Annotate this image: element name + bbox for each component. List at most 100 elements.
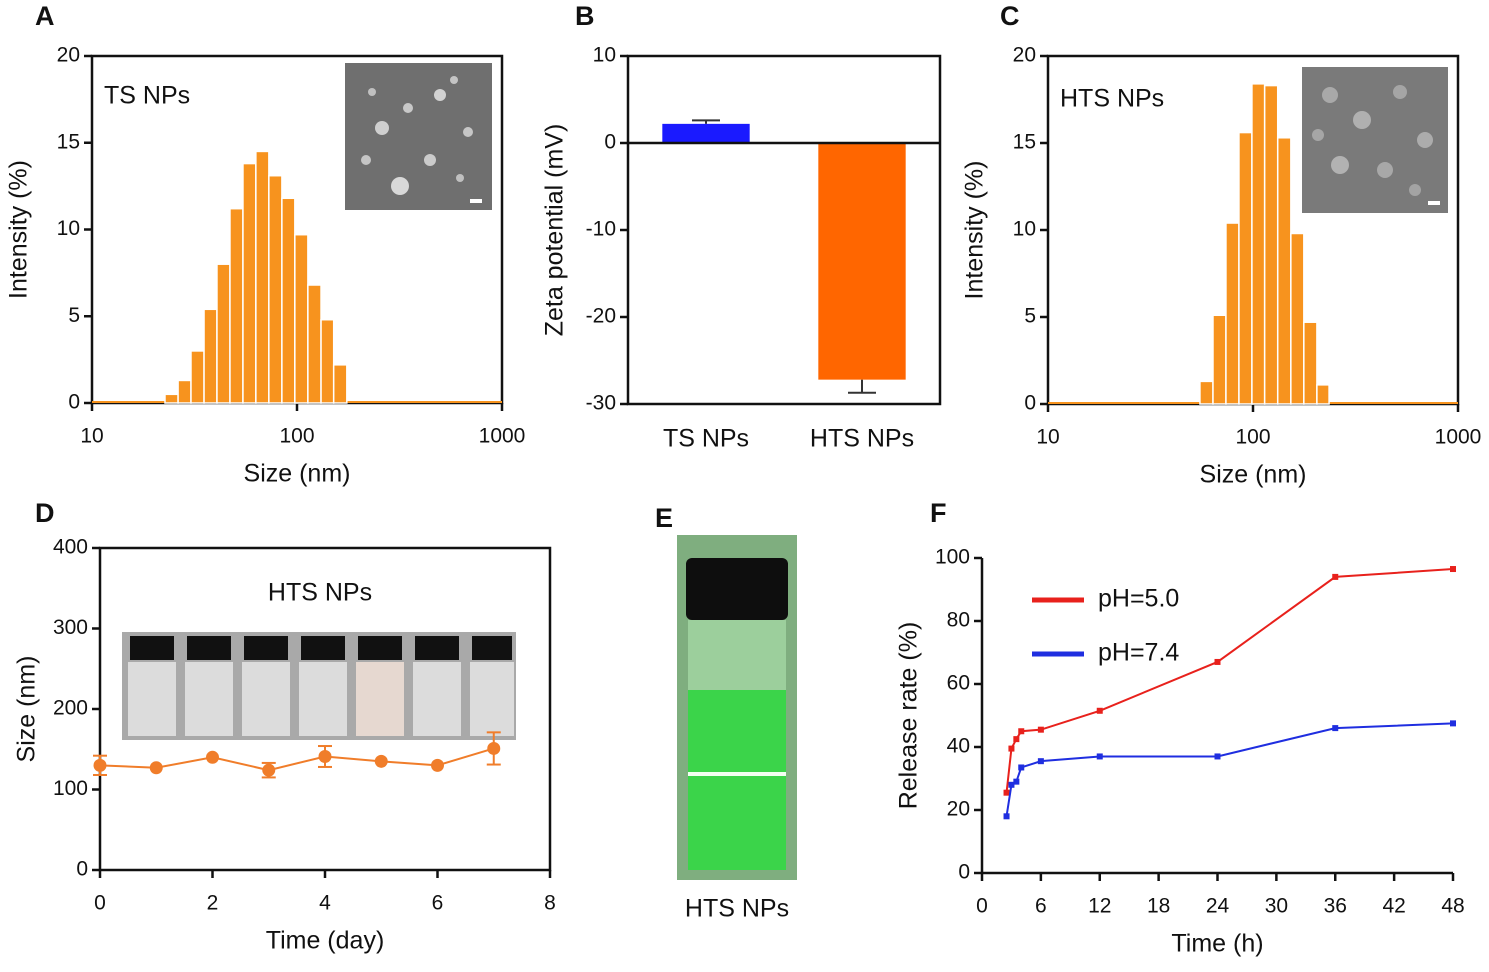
histogram-bar: [1251, 83, 1266, 405]
x-tick-label: 4: [319, 892, 331, 915]
vial-photo-e: [677, 535, 797, 880]
y-tick-label: 10: [1013, 218, 1036, 241]
point: [1214, 753, 1221, 760]
histogram-bar: [255, 150, 270, 404]
y-tick-label: 100: [935, 546, 970, 569]
y-axis-title: Release rate (%): [895, 622, 923, 810]
x-tick-label: 0: [976, 895, 988, 918]
histogram-bar: [281, 197, 296, 404]
y-axis-title: Size (nm): [13, 656, 41, 763]
bar: [818, 143, 906, 380]
x-axis-title: Time (day): [266, 927, 385, 955]
histogram-bar: [294, 233, 309, 404]
panel-label: B: [575, 1, 595, 31]
point: [318, 749, 332, 763]
x-tick-label: HTS NPs: [810, 425, 914, 453]
point: [206, 750, 219, 764]
histogram-bar: [164, 393, 179, 404]
histogram-bar: [268, 174, 283, 404]
y-tick-label: 400: [53, 536, 88, 559]
y-tick-label: 20: [1013, 44, 1036, 67]
y-tick-label: -20: [586, 305, 616, 328]
point: [1037, 758, 1044, 765]
legend-label: pH=5.0: [1098, 585, 1179, 613]
vial-photo-d: [122, 632, 516, 740]
tem-inset-a: [345, 63, 492, 210]
histogram-bar: [1263, 84, 1279, 405]
x-tick-label: 8: [544, 892, 556, 915]
y-axis-title: Intensity (%): [5, 160, 33, 299]
y-tick-label: 100: [53, 777, 88, 800]
y-tick-label: 15: [1013, 131, 1036, 154]
point: [1003, 813, 1010, 820]
y-tick-label: 0: [1024, 392, 1036, 415]
y-tick-label: 0: [958, 861, 970, 884]
point: [1008, 745, 1015, 752]
y-tick-label: 20: [57, 44, 80, 67]
x-tick-label: 2: [207, 892, 219, 915]
y-tick-label: 300: [53, 616, 88, 639]
x-tick-label: 1000: [1435, 426, 1482, 449]
point: [149, 761, 163, 775]
x-tick-label: 1000: [479, 425, 526, 448]
histogram-bar: [190, 350, 205, 404]
x-tick-label: 36: [1324, 895, 1347, 918]
series-line: [99, 747, 495, 772]
x-tick-label: 42: [1382, 895, 1405, 918]
histogram-bar: [320, 318, 335, 404]
point: [1037, 726, 1044, 733]
series-line: [1005, 722, 1454, 817]
histogram-bar: [1238, 131, 1253, 405]
x-tick-label: 0: [94, 892, 106, 915]
panel-label: A: [35, 1, 55, 31]
annotation: TS NPs: [104, 82, 190, 110]
annotation: HTS NPs: [268, 579, 372, 607]
bar: [662, 123, 750, 143]
x-tick-label: 10: [1036, 426, 1059, 449]
sem-inset-c: [1302, 67, 1448, 213]
histogram-bar: [1199, 380, 1214, 405]
point: [487, 741, 501, 755]
histogram-bar: [242, 162, 257, 404]
x-tick-label: 12: [1088, 895, 1111, 918]
panel-label: D: [35, 498, 55, 528]
histogram-bar: [1316, 384, 1330, 405]
annotation: HTS NPs: [1060, 85, 1164, 113]
y-tick-label: 60: [947, 672, 970, 695]
x-tick-label: 48: [1441, 895, 1464, 918]
x-axis-title: Time (h): [1171, 930, 1263, 958]
x-tick-label: TS NPs: [663, 425, 749, 453]
y-tick-label: -30: [586, 392, 616, 415]
y-tick-label: 5: [1024, 305, 1036, 328]
point: [1018, 764, 1025, 771]
y-tick-label: 0: [604, 131, 616, 154]
histogram-bar: [1290, 232, 1305, 405]
y-tick-label: -10: [586, 218, 616, 241]
x-tick-label: 6: [432, 892, 444, 915]
point: [1332, 573, 1339, 580]
point: [374, 754, 388, 768]
histogram-bar: [1225, 222, 1240, 405]
y-tick-label: 40: [947, 735, 970, 758]
y-tick-label: 10: [593, 44, 616, 67]
histogram-bar: [1303, 321, 1318, 405]
histogram-bar: [307, 284, 322, 404]
legend-label: pH=7.4: [1098, 639, 1179, 667]
point: [1013, 778, 1020, 785]
histogram-bar: [1276, 137, 1292, 405]
point: [431, 758, 444, 772]
point: [93, 758, 107, 772]
y-tick-label: 5: [68, 304, 80, 327]
y-tick-label: 15: [57, 130, 80, 153]
point: [1013, 736, 1020, 743]
point: [262, 763, 276, 777]
y-tick-label: 0: [68, 391, 80, 414]
point: [1018, 728, 1025, 735]
point: [1003, 789, 1010, 796]
x-tick-label: 18: [1147, 895, 1170, 918]
histogram-bar: [1212, 314, 1227, 405]
panel-label: E: [655, 503, 673, 533]
x-axis-title: Size (nm): [244, 460, 351, 488]
